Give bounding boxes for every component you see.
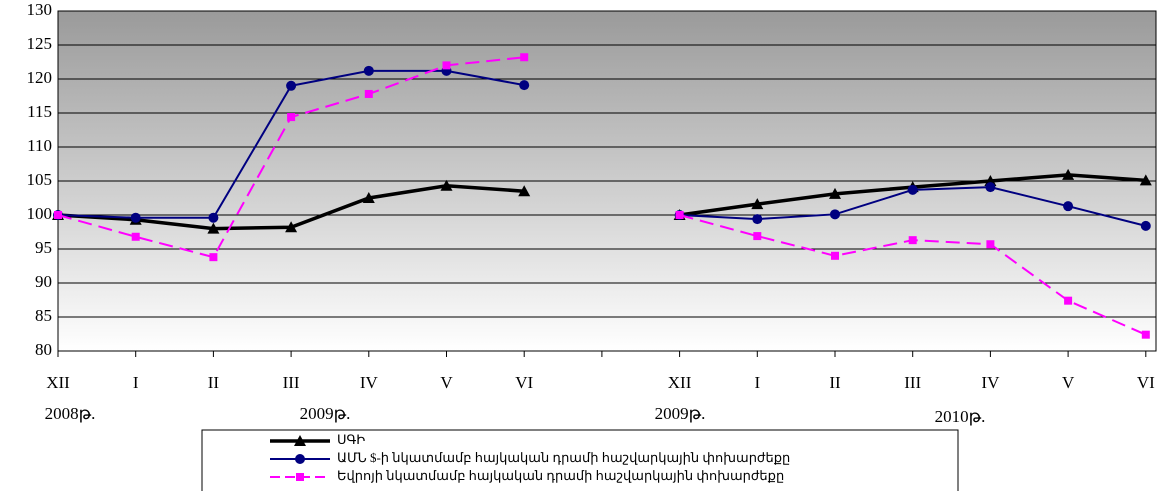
y-tick-label: 125 bbox=[27, 34, 53, 53]
y-tick-label: 85 bbox=[35, 306, 52, 325]
y-tick-label: 100 bbox=[27, 204, 53, 223]
marker bbox=[831, 251, 839, 260]
marker bbox=[364, 89, 373, 98]
year-label: 2009թ. bbox=[655, 404, 706, 423]
year-label: 2008թ. bbox=[45, 404, 96, 423]
x-tick-label: II bbox=[829, 373, 841, 392]
marker bbox=[1139, 174, 1152, 186]
marker bbox=[54, 211, 62, 219]
marker bbox=[209, 253, 218, 262]
marker bbox=[518, 185, 531, 197]
marker bbox=[287, 113, 296, 122]
y-tick-label: 115 bbox=[27, 102, 52, 121]
x-tick-label: III bbox=[283, 373, 300, 392]
x-tick-label: I bbox=[133, 373, 139, 392]
marker bbox=[675, 211, 684, 219]
x-tick-label: IV bbox=[360, 373, 379, 392]
marker bbox=[1064, 296, 1073, 305]
marker bbox=[285, 221, 298, 233]
y-tick-label: 105 bbox=[27, 170, 53, 189]
marker bbox=[752, 214, 763, 225]
year-label: 2009թ. bbox=[300, 404, 351, 423]
marker bbox=[363, 65, 374, 76]
x-tick-label: IV bbox=[981, 373, 1000, 392]
legend-label: ՍԳԻ bbox=[337, 432, 365, 447]
marker bbox=[1063, 201, 1074, 212]
x-tick-label: III bbox=[904, 373, 921, 392]
x-tick-label: V bbox=[1062, 373, 1075, 392]
marker bbox=[1140, 220, 1151, 231]
x-tick-label: VI bbox=[515, 373, 533, 392]
marker bbox=[296, 473, 304, 481]
marker bbox=[1062, 168, 1075, 180]
x-tick-label: V bbox=[440, 373, 453, 392]
marker bbox=[362, 192, 375, 203]
x-tick-label: XII bbox=[668, 373, 692, 392]
marker bbox=[1141, 330, 1150, 339]
marker bbox=[207, 222, 220, 234]
legend-label: Եվրոյի նկատմամբ հայկական դրամի հաշվարկայ… bbox=[337, 468, 784, 483]
marker bbox=[294, 435, 306, 446]
marker bbox=[440, 179, 453, 191]
marker bbox=[830, 209, 840, 220]
marker bbox=[753, 232, 762, 241]
marker bbox=[131, 232, 140, 241]
marker bbox=[907, 184, 918, 195]
y-tick-label: 80 bbox=[35, 340, 52, 359]
x-tick-label: VI bbox=[1137, 373, 1155, 392]
year-label: 2010թ. bbox=[935, 407, 986, 426]
y-tick-label: 110 bbox=[27, 136, 52, 155]
marker bbox=[130, 212, 141, 223]
marker bbox=[520, 53, 529, 62]
y-tick-label: 130 bbox=[27, 0, 53, 19]
marker bbox=[908, 236, 917, 245]
marker bbox=[286, 80, 297, 91]
marker bbox=[208, 212, 219, 223]
marker bbox=[986, 240, 995, 249]
y-tick-label: 90 bbox=[35, 272, 52, 291]
y-tick-label: 120 bbox=[27, 68, 53, 87]
marker bbox=[295, 454, 305, 464]
legend-label: ԱՄՆ $-ի նկատմամբ հայկական դրամի հաշվարկա… bbox=[337, 450, 790, 465]
y-tick-label: 95 bbox=[35, 238, 52, 257]
marker bbox=[519, 80, 530, 91]
x-tick-label: II bbox=[208, 373, 220, 392]
marker bbox=[442, 61, 451, 70]
x-tick-label: XII bbox=[46, 373, 70, 392]
marker bbox=[751, 198, 764, 210]
x-tick-label: I bbox=[754, 373, 760, 392]
marker bbox=[985, 182, 996, 193]
marker bbox=[829, 187, 841, 199]
